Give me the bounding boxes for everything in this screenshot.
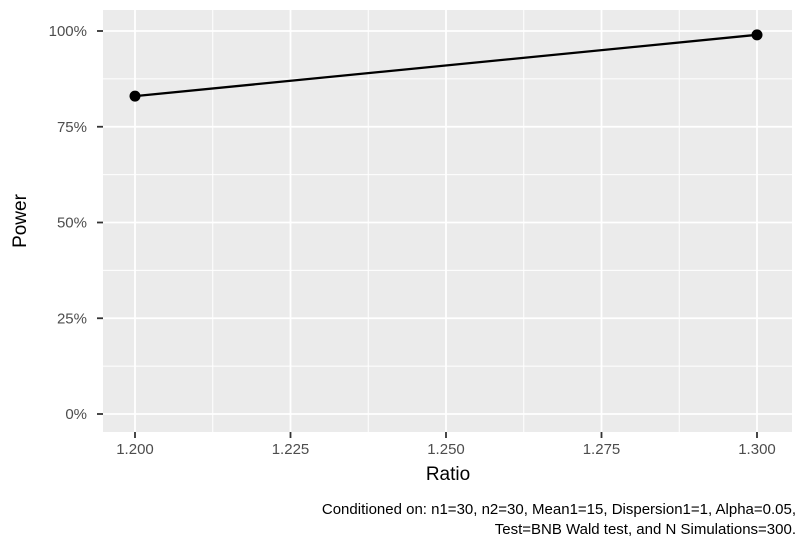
y-axis-title: Power [10, 194, 31, 248]
y-tick-label: 100% [49, 23, 87, 40]
data-point [751, 29, 763, 41]
x-tick-label: 1.250 [427, 441, 465, 458]
y-tick-label: 50% [57, 215, 87, 232]
x-tick-label: 1.275 [583, 441, 621, 458]
panel-background [103, 10, 792, 432]
x-axis-title: Ratio [425, 464, 471, 485]
y-tick-label: 0% [65, 406, 87, 423]
caption-line-1: Conditioned on: n1=30, n2=30, Mean1=15, … [321, 501, 796, 518]
caption-line-2: Test=BNB Wald test, and N Simulations=30… [494, 521, 796, 538]
x-tick-label: 1.225 [272, 441, 310, 458]
series-line [134, 33, 758, 98]
x-tick-label: 1.200 [116, 441, 154, 458]
x-tick-label: 1.300 [738, 441, 776, 458]
data-point [129, 90, 141, 102]
chart-canvas: 1.200 1.225 1.250 1.275 1.300 0% 25% 50% 75% 100% [49, 10, 792, 458]
y-tick-label: 75% [57, 119, 87, 136]
chart-caption: Conditioned on: n1=30, n2=30, Mean1=15, … [322, 500, 796, 540]
y-tick-label: 25% [57, 310, 87, 327]
